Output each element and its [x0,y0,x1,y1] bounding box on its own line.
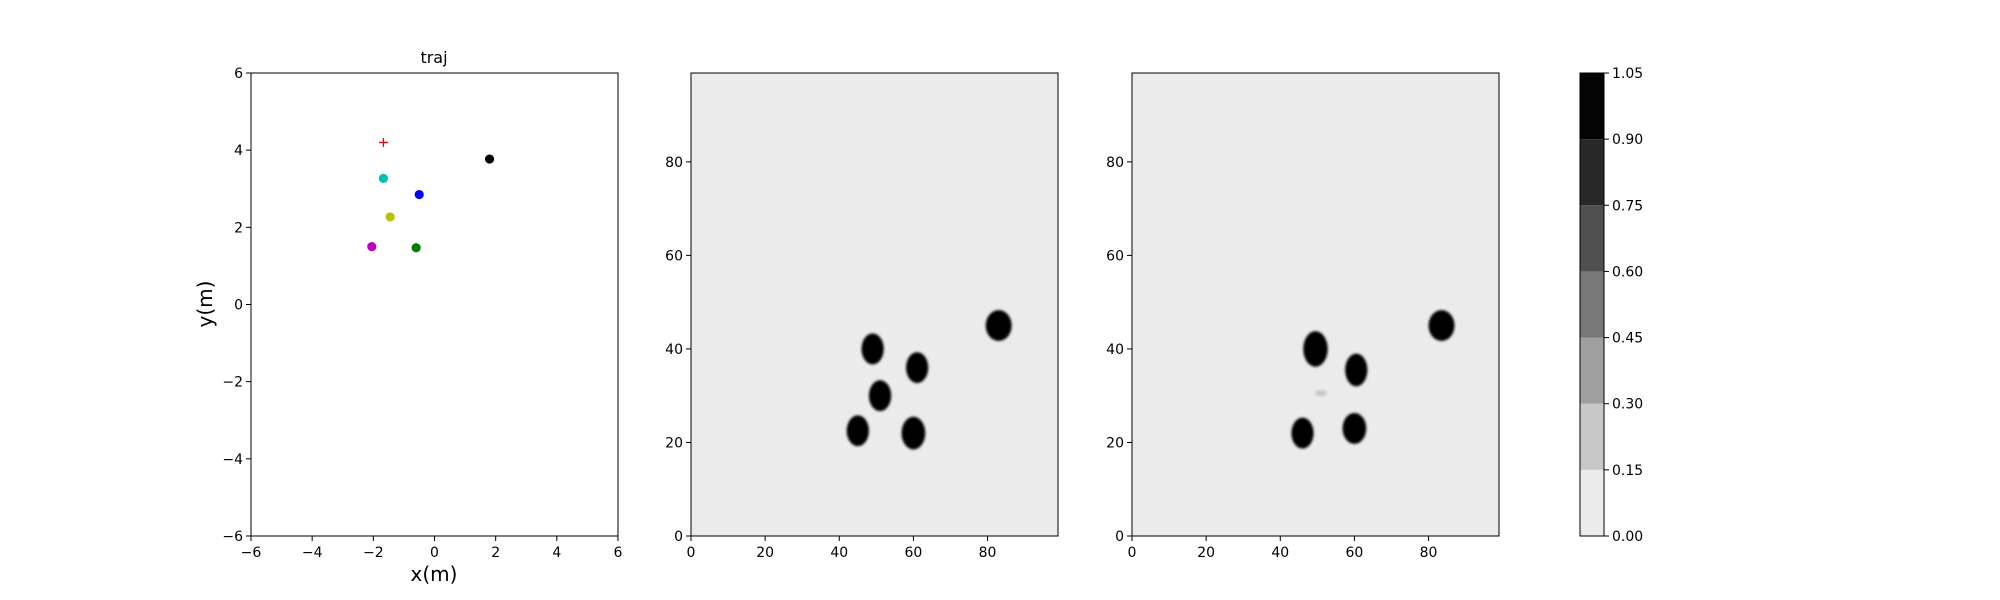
agent-point [484,154,495,164]
x-tick-label: 0 [1128,545,1137,561]
x-tick-label: 0 [430,545,439,561]
map-obstacles [846,310,1012,450]
map-obstacles [1291,310,1455,449]
colorbar-band [1580,271,1604,338]
colorbar-bands [1580,73,1604,536]
x-tick-label: 0 [687,545,696,561]
obstacle-blob [906,352,929,384]
x-tick-label: 60 [905,545,923,561]
obstacle-blob [1303,331,1328,367]
x-tick-label: 4 [552,545,561,561]
y-tick-label: 80 [1106,155,1124,171]
x-tick-label: 80 [979,545,997,561]
y-tick-label: 80 [665,155,683,171]
colorbar-band [1580,403,1604,470]
y-tick-label: −2 [222,375,243,391]
colorbar-tick-label: 0.15 [1612,463,1643,479]
y-tick-label: 60 [665,248,683,264]
trajectory-plot-frame [250,72,619,537]
map-y-ticks: 0 20 40 60 80 [1106,155,1132,545]
colorbar-band [1580,337,1604,404]
x-tick-label: 60 [1346,545,1364,561]
trajectory-x-ticks: −6 −4 −2 0 2 4 6 [241,536,623,561]
y-tick-label: −6 [222,529,243,545]
trajectory-panel: traj −6 −4 −2 0 2 4 6 −6 −4 −2 0 2 4 6 x(m) y(m) [193,48,623,586]
agent-point [414,189,424,200]
trajectory-y-axis-label: y(m) [193,281,217,328]
map-plot-frame [690,72,1059,537]
colorbar-frame [1579,72,1605,537]
y-tick-label: 4 [234,143,243,159]
agent-point [385,212,395,222]
x-tick-label: 20 [756,545,774,561]
occupancy-map-predicted: 0 20 40 60 80 0 20 40 60 80 [1106,72,1500,561]
agent-point [378,173,389,183]
obstacle-blob [1315,390,1327,397]
x-tick-label: −4 [302,545,323,561]
y-tick-label: 0 [1115,529,1124,545]
obstacle-blob [1342,413,1367,444]
agent-point [367,242,377,252]
colorbar-band [1580,73,1604,140]
x-tick-label: 80 [1420,545,1438,561]
map-x-ticks: 0 20 40 60 80 [1128,536,1438,561]
y-tick-label: 40 [1106,342,1124,358]
x-tick-label: 40 [830,545,848,561]
colorbar-tick-label: 0.60 [1612,264,1643,280]
x-tick-label: 6 [614,545,623,561]
colorbar-ticks: 0.00 0.15 0.30 0.45 0.60 0.75 0.90 1.05 [1604,66,1643,545]
trajectory-y-ticks: −6 −4 −2 0 2 4 6 [222,66,251,545]
y-tick-label: 20 [665,435,683,451]
colorbar-tick-label: 0.45 [1612,331,1643,347]
colorbar-tick-label: 0.00 [1612,529,1643,545]
y-tick-label: 60 [1106,248,1124,264]
trajectory-title: traj [420,48,447,67]
colorbar-band [1580,139,1604,206]
y-tick-label: −4 [222,452,243,468]
trajectory-x-axis-label: x(m) [411,562,458,586]
colorbar-tick-label: 0.30 [1612,397,1643,413]
x-tick-label: 40 [1271,545,1289,561]
x-tick-label: 20 [1197,545,1215,561]
occupancy-map-ground-truth: 0 20 40 60 80 0 20 40 60 80 [665,72,1059,561]
trajectory-points [367,137,495,253]
y-tick-label: 6 [234,66,243,82]
colorbar-tick-label: 0.90 [1612,132,1643,148]
map-background [1132,73,1499,536]
obstacle-blob [1291,417,1314,449]
y-tick-label: 0 [234,298,243,314]
y-tick-label: 2 [234,220,243,236]
obstacle-blob [1428,310,1455,341]
colorbar-tick-label: 0.75 [1612,198,1643,214]
obstacle-blob [985,310,1012,341]
agent-point [411,243,421,253]
map-background [691,73,1058,536]
obstacle-blob [1345,353,1368,387]
x-tick-label: −2 [363,545,384,561]
y-tick-label: 40 [665,342,683,358]
obstacle-blob [901,416,926,450]
colorbar-band [1580,469,1604,536]
map-plot-frame [1131,72,1500,537]
colorbar: 0.00 0.15 0.30 0.45 0.60 0.75 0.90 1.05 [1579,66,1643,545]
colorbar-band [1580,205,1604,272]
map-x-ticks: 0 20 40 60 80 [687,536,997,561]
x-tick-label: −6 [241,545,262,561]
map-y-ticks: 0 20 40 60 80 [665,155,691,545]
y-tick-label: 20 [1106,435,1124,451]
obstacle-blob [861,333,884,365]
goal-marker [378,137,388,147]
x-tick-label: 2 [491,545,500,561]
colorbar-tick-label: 1.05 [1612,66,1643,82]
obstacle-blob [846,415,869,447]
obstacle-blob [868,380,892,412]
y-tick-label: 0 [674,529,683,545]
